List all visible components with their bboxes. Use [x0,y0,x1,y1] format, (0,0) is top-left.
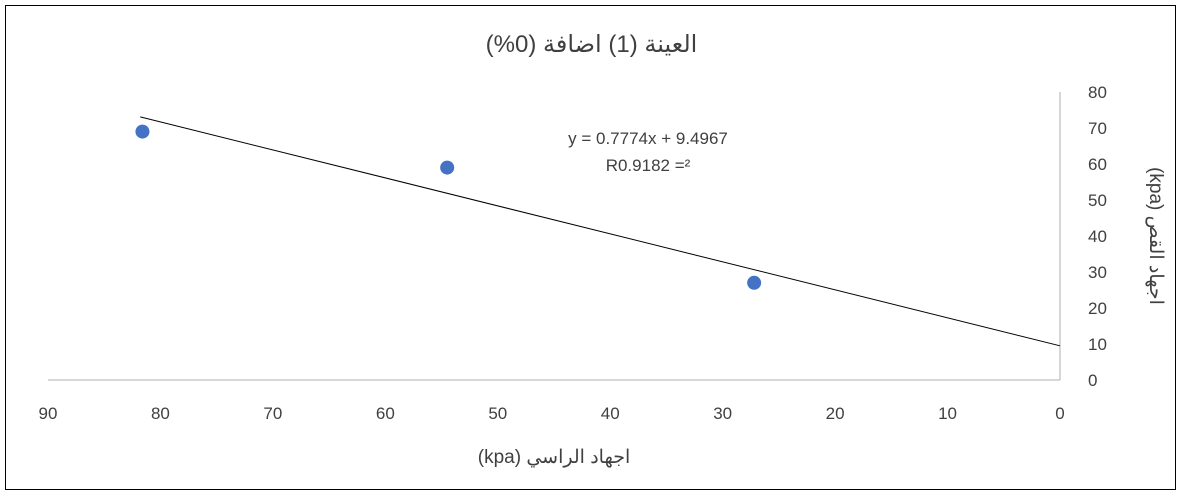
x-tick-label: 60 [376,404,395,423]
x-tick-label: 10 [938,404,957,423]
tick-labels: 90 80 70 60 50 40 30 20 10 0 0 10 20 30 40 50 60 70 80 [39,83,1107,423]
trendline-group [140,116,1061,347]
x-tick-label: 90 [39,404,58,423]
data-points [135,124,762,290]
y-tick-label: 50 [1088,191,1107,210]
chart-title: العينة (1) اضافة (0%) [485,31,698,58]
x-tick-label: 70 [263,404,282,423]
y-tick-label: 0 [1088,371,1097,390]
y-tick-label: 20 [1088,299,1107,318]
x-tick-label: 0 [1055,404,1064,423]
y-tick-label: 60 [1088,155,1107,174]
chart-frame [5,5,1176,490]
data-point [440,160,455,175]
y-tick-label: 80 [1088,83,1107,102]
data-point [747,275,762,290]
y-tick-label: 40 [1088,227,1107,246]
y-tick-label: 30 [1088,263,1107,282]
data-point [135,124,150,139]
trendline-equation: y = 0.7774x + 9.4967 [568,129,728,148]
y-tick-label: 10 [1088,335,1107,354]
y-axis-title: اجهاد القص (kpa) [1145,167,1166,305]
x-tick-label: 80 [151,404,170,423]
chart-labels: y = 0.7774x + 9.4967 R0.9182 =² اجهاد ال… [478,129,1166,468]
trendline [140,116,1061,347]
x-tick-label: 30 [713,404,732,423]
x-axis-title: اجهاد الراسي (kpa) [478,447,630,468]
x-tick-label: 20 [826,404,845,423]
x-tick-label: 40 [601,404,620,423]
axes [48,92,1061,381]
x-tick-label: 50 [488,404,507,423]
trendline-r-squared: R0.9182 =² [606,156,691,175]
y-tick-label: 70 [1088,119,1107,138]
